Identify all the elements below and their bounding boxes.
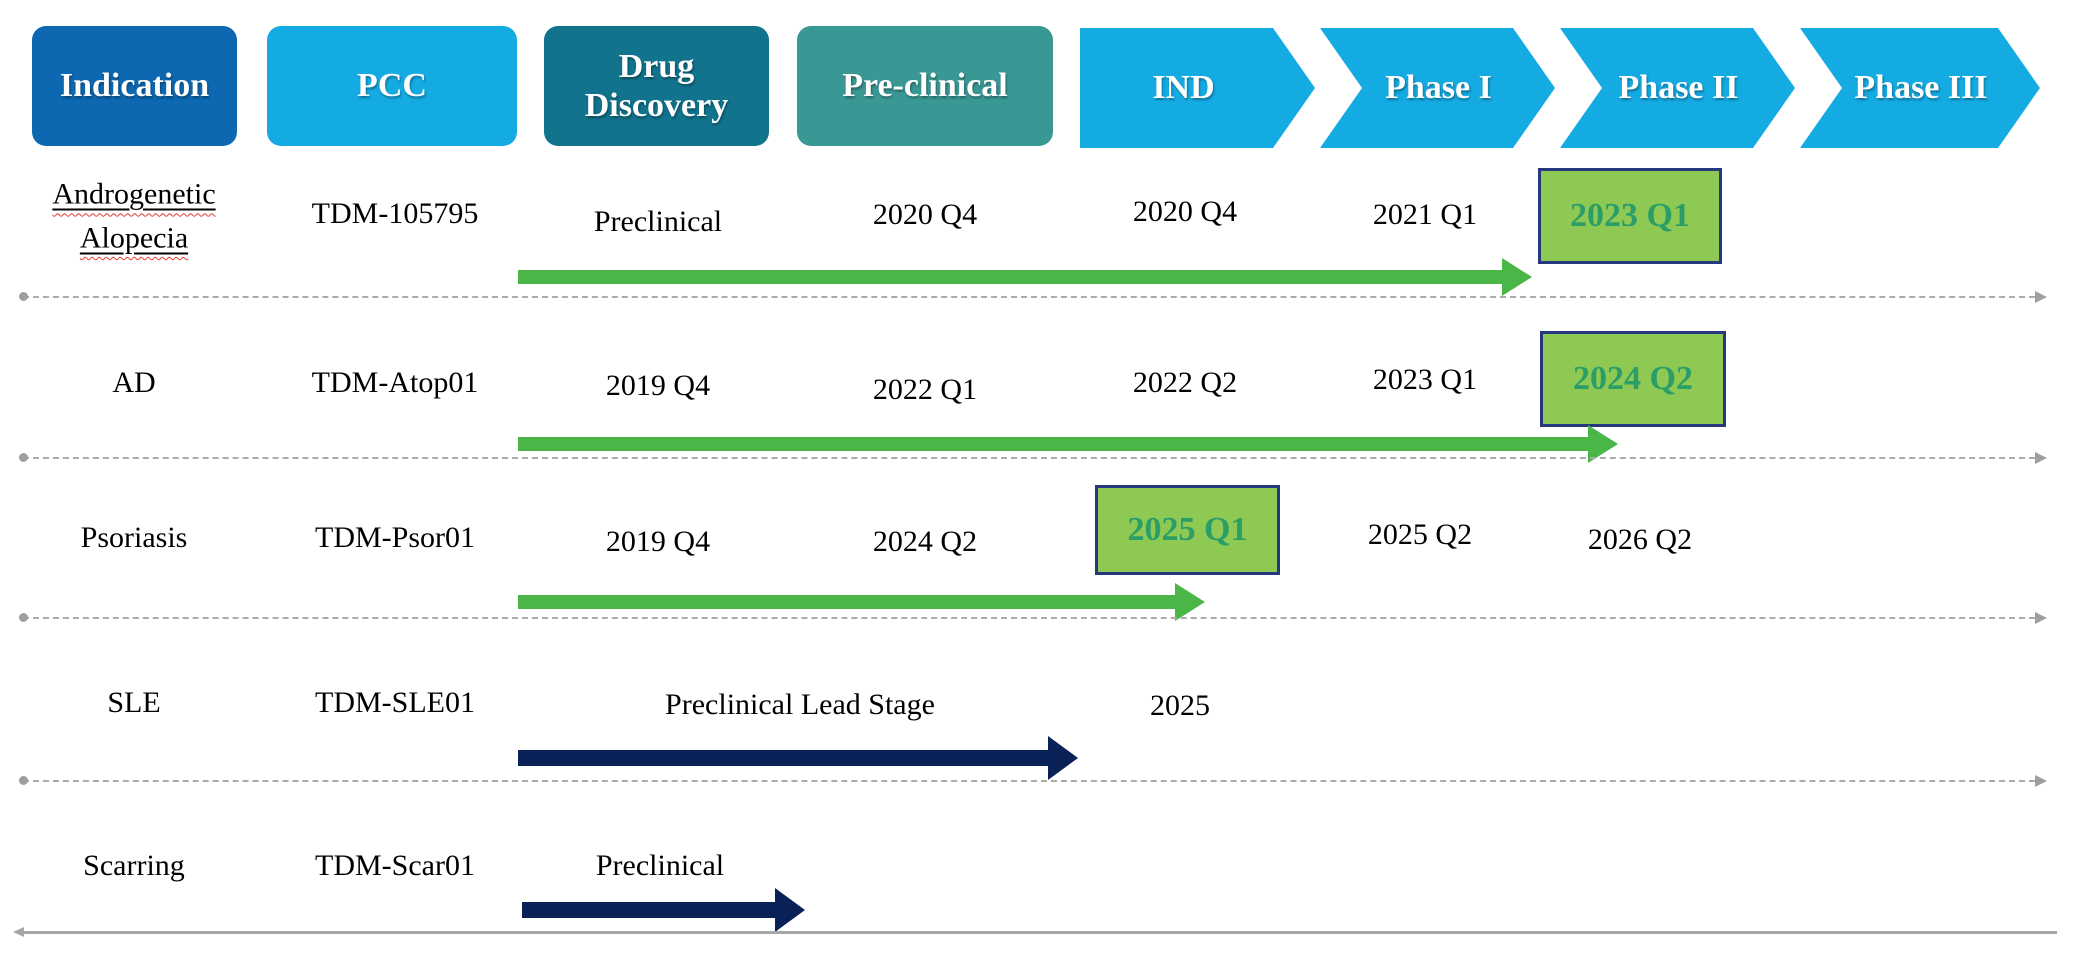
baseline-start-arrow-icon	[13, 927, 24, 937]
header-chevron-ind: IND	[1080, 28, 1315, 148]
pcc-label: TDM-Scar01	[315, 849, 475, 882]
header-pcc-label: PCC	[357, 67, 427, 105]
separator-start-dot	[19, 613, 28, 622]
header-pcc-box: PCC	[267, 26, 517, 146]
arrowhead-icon	[1588, 425, 1618, 463]
indication-label: AD	[112, 366, 156, 399]
bottom-baseline	[13, 927, 2057, 937]
milestone-phase1: 2023 Q1	[1372, 363, 1478, 396]
timeline-arrow-navy	[518, 736, 1078, 780]
row-separator-dotted-line	[19, 612, 2047, 624]
milestone-ind: 2025	[1150, 689, 1210, 722]
milestone-highlight-box: 2024 Q2	[1540, 331, 1726, 427]
row-separator-dotted-line	[19, 775, 2047, 787]
indication-label: Scarring	[83, 849, 185, 882]
header-chevron-phase1: Phase I	[1320, 28, 1555, 148]
header-phase3-label: Phase III	[1854, 69, 1988, 106]
milestone-drug-discovery: 2019 Q4	[605, 525, 711, 558]
arrowhead-icon	[1502, 258, 1532, 296]
separator-start-dot	[19, 776, 28, 785]
milestone-preclinical: 2024 Q2	[872, 525, 978, 558]
timeline-arrow-green	[518, 425, 1618, 463]
milestone-preclinical: 2020 Q4	[872, 198, 978, 231]
separator-end-arrow-icon	[2035, 775, 2047, 787]
milestone-stage-note: Preclinical Lead Stage	[665, 688, 935, 721]
pcc-label: TDM-Atop01	[311, 366, 479, 399]
milestone-highlight-box: 2023 Q1	[1538, 168, 1722, 264]
header-drug-discovery-box: Drug Discovery	[544, 26, 769, 146]
milestone-phase1: 2025 Q2	[1367, 518, 1473, 551]
milestone-ind: 2022 Q2	[1132, 366, 1238, 399]
header-indication-box: Indication	[32, 26, 237, 146]
indication-text: Androgenetic Alopecia	[52, 177, 216, 255]
header-preclinical-box: Pre-clinical	[797, 26, 1053, 146]
pcc-label: TDM-SLE01	[315, 686, 475, 719]
indication-label: Psoriasis	[80, 521, 188, 554]
milestone-phase2-text: 2024 Q2	[1573, 360, 1693, 397]
pcc-label: TDM-105795	[311, 197, 479, 230]
pcc-label: TDM-Psor01	[314, 521, 476, 554]
milestone-drug-discovery: Preclinical	[593, 205, 723, 238]
separator-end-arrow-icon	[2035, 291, 2047, 303]
header-phase1-label: Phase I	[1385, 69, 1492, 106]
milestone-ind-text: 2025 Q1	[1127, 511, 1248, 548]
timeline-arrow-green	[518, 583, 1205, 621]
milestone-phase2-text: 2023 Q1	[1570, 197, 1690, 234]
header-phase2-label: Phase II	[1618, 69, 1739, 106]
milestone-preclinical: 2022 Q1	[872, 373, 978, 406]
header-chevron-phase3: Phase III	[1800, 28, 2040, 148]
separator-start-dot	[19, 292, 28, 301]
separator-start-dot	[19, 453, 28, 462]
milestone-drug-discovery: Preclinical	[595, 849, 725, 882]
separator-end-arrow-icon	[2035, 612, 2047, 624]
milestone-ind: 2020 Q4	[1132, 195, 1238, 228]
milestone-phase1: 2021 Q1	[1372, 198, 1478, 231]
timeline-arrow-navy	[522, 888, 805, 932]
arrowhead-icon	[1048, 736, 1078, 780]
milestone-phase2: 2026 Q2	[1587, 523, 1693, 556]
timeline-arrow-green	[518, 258, 1532, 296]
milestone-highlight-box: 2025 Q1	[1095, 485, 1280, 575]
indication-label: Androgenetic Alopecia	[37, 173, 232, 260]
arrowhead-icon	[1175, 583, 1205, 621]
header-ind-label: IND	[1152, 69, 1215, 106]
separator-end-arrow-icon	[2035, 452, 2047, 464]
indication-label: SLE	[107, 686, 161, 719]
header-preclinical-label: Pre-clinical	[842, 67, 1008, 105]
milestone-drug-discovery: 2019 Q4	[605, 369, 711, 402]
arrowhead-icon	[775, 888, 805, 932]
row-separator-dotted-line	[19, 291, 2047, 303]
header-indication-label: Indication	[59, 67, 210, 105]
row-separator-dotted-line	[19, 452, 2047, 464]
header-drug-discovery-label: Drug Discovery	[584, 47, 729, 124]
header-chevron-phase2: Phase II	[1560, 28, 1795, 148]
